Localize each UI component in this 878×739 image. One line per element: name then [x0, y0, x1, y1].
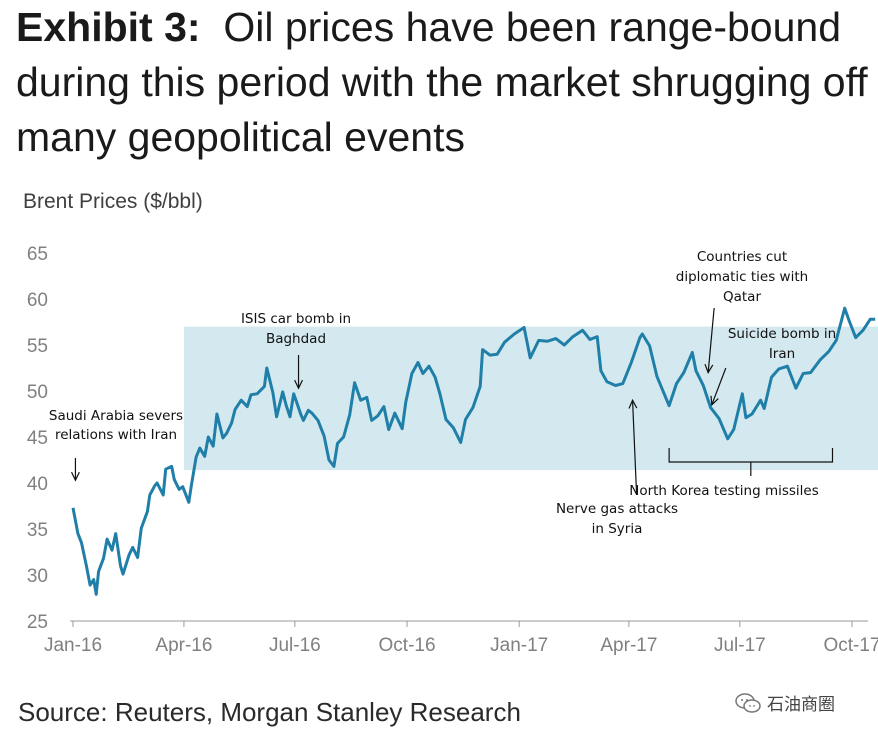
annotation-arrowhead — [710, 395, 719, 407]
brent-price-line — [71, 306, 876, 596]
y-tick-label: 40 — [27, 474, 48, 495]
x-axis: Jan-16 Apr-16 Jul-16 Oct-16 Jan-17 Apr-17 Jul-… — [44, 620, 878, 656]
annotation-text: Qatar — [723, 289, 761, 305]
x-tick-label: Jan-16 — [44, 635, 102, 656]
y-tick-label: 35 — [27, 520, 48, 541]
y-axis-label: Brent Prices ($/bbl) — [23, 190, 203, 213]
x-tick-label: Oct-16 — [379, 635, 436, 656]
annotation-text: Iran — [769, 346, 795, 362]
annotation-arrow — [711, 367, 727, 406]
annotation-bracket — [668, 448, 834, 476]
annotation-text: Countries cut — [697, 249, 787, 265]
annotation-arrowhead — [294, 379, 303, 390]
annotation-text: Saudi Arabia severs — [49, 408, 183, 424]
page-title: Exhibit 3: Oil prices have been range-bo… — [16, 0, 876, 165]
annotation-text: Suicide bomb in — [728, 326, 836, 342]
x-tick-label: Apr-17 — [600, 635, 657, 656]
y-tick-label: 60 — [27, 290, 48, 311]
y-tick-label: 50 — [27, 382, 48, 403]
watermark-text: 石油商圈 — [767, 695, 835, 714]
watermark: 石油商圈 — [735, 690, 835, 715]
range-band — [183, 326, 878, 471]
y-tick-label: 45 — [27, 428, 48, 449]
annotation-text: ISIS car bomb in — [241, 311, 351, 327]
x-tick-label: Oct-17 — [823, 635, 878, 656]
brent-price-chart: 25 30 35 40 45 50 55 60 65 Jan-16 Apr-16 Jul-16 Oct… — [27, 244, 878, 656]
x-tick-label: Jul-17 — [714, 635, 766, 656]
y-axis: 25 30 35 40 45 50 55 60 65 — [27, 244, 48, 633]
x-tick-label: Apr-16 — [155, 635, 212, 656]
event-annotations: Saudi Arabia severs relations with Iran IS… — [49, 249, 836, 537]
annotation-text: diplomatic ties with — [676, 269, 808, 285]
title-text: Oil prices have been range-bound during … — [16, 4, 868, 160]
exhibit-label: Exhibit 3: — [16, 4, 201, 50]
annotation-arrowhead — [628, 398, 638, 409]
y-tick-label: 65 — [27, 244, 48, 265]
annotation-arrowhead — [704, 363, 714, 374]
annotation-text: in Syria — [592, 521, 643, 537]
y-tick-label: 30 — [27, 566, 48, 587]
x-tick-label: Jul-16 — [269, 635, 321, 656]
annotation-arrow — [707, 307, 715, 373]
annotation-arrow — [631, 400, 638, 495]
source-note: Source: Reuters, Morgan Stanley Research — [18, 697, 521, 727]
annotation-text: North Korea testing missiles — [629, 483, 819, 499]
wechat-icon — [735, 692, 761, 713]
y-tick-label: 25 — [27, 612, 48, 633]
annotation-text: Nerve gas attacks — [556, 501, 678, 517]
annotation-text: Baghdad — [266, 331, 326, 347]
y-tick-label: 55 — [27, 336, 48, 357]
x-tick-label: Jan-17 — [490, 635, 548, 656]
annotation-text: relations with Iran — [55, 427, 177, 443]
annotation-arrowhead — [70, 471, 80, 482]
